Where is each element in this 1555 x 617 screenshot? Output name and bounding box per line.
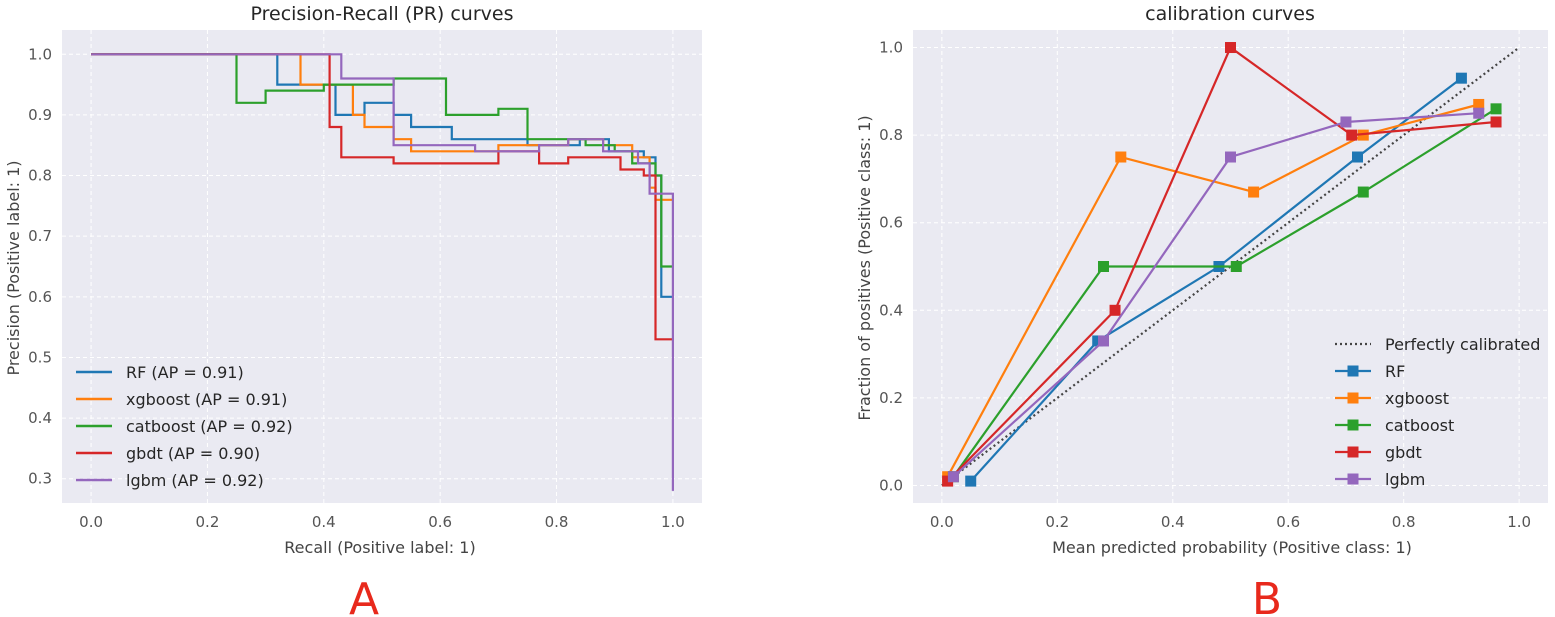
panel-label-b: B (1252, 574, 1282, 617)
pr-series (91, 53, 675, 491)
pr-line-RF (91, 53, 673, 298)
calibration-x-tick-label: 0.4 (1161, 513, 1185, 531)
calibration-x-tick-label: 1.0 (1507, 513, 1531, 531)
calibration-marker-catboost (1490, 103, 1502, 115)
calibration-y-tick-label: 0.6 (879, 214, 903, 232)
pr-y-tick-label: 0.6 (28, 288, 52, 306)
pr-y-tick-label: 0.8 (28, 167, 52, 185)
calibration-marker-xgboost (1248, 186, 1260, 198)
pr-y-tick-label: 1.0 (28, 45, 52, 63)
calibration-legend-marker-catboost (1347, 419, 1359, 431)
calibration-legend-label-catboost: catboost (1385, 416, 1454, 435)
calibration-x-axis-label: Mean predicted probability (Positive cla… (1052, 538, 1412, 557)
pr-plot-area (62, 30, 702, 503)
pr-legend-label-lgbm: lgbm (AP = 0.92) (126, 471, 264, 490)
calibration-legend-marker-xgboost (1347, 392, 1359, 404)
pr-y-tick-label: 0.7 (28, 227, 52, 245)
calibration-chart-title: calibration curves (1145, 3, 1315, 25)
pr-legend-label-xgboost: xgboost (AP = 0.91) (126, 390, 287, 409)
calibration-marker-lgbm (1340, 116, 1352, 128)
calibration-marker-lgbm (1225, 151, 1236, 163)
calibration-x-tick-label: 0.6 (1276, 513, 1300, 531)
calibration-legend-marker-lgbm (1347, 473, 1359, 485)
pr-tick-labels: 0.0 0.2 0.4 0.6 0.8 1.0 0.3 0.4 0.5 0.6 0.7 0.8 0.9 1… (28, 45, 685, 531)
calibration-legend-label-xgboost: xgboost (1385, 389, 1449, 408)
calibration-x-tick-label: 0.8 (1392, 513, 1416, 531)
calibration-marker-catboost (1357, 186, 1369, 198)
pr-x-tick-label: 0.2 (196, 513, 220, 531)
calibration-legend-marker-RF (1347, 365, 1359, 377)
calibration-y-tick-label: 0.8 (879, 126, 903, 144)
calibration-curves-chart: 0.0 0.2 0.4 0.6 0.8 1.0 0.0 0.2 0.4 0.6 0.8 1.0 cal… (855, 3, 1548, 557)
pr-y-tick-label: 0.3 (28, 470, 52, 488)
pr-y-tick-label: 0.4 (28, 409, 52, 427)
pr-x-tick-label: 1.0 (661, 513, 685, 531)
calibration-legend-label-lgbm: lgbm (1385, 470, 1425, 489)
calibration-legend-marker-gbdt (1347, 446, 1359, 458)
calibration-y-tick-label: 0.4 (879, 301, 903, 319)
calibration-legend: Perfectly calibrated RF xgboost catboost gbd… (1335, 335, 1540, 489)
calibration-marker-lgbm (1098, 335, 1109, 347)
calibration-marker-xgboost (1473, 98, 1485, 110)
calibration-marker-lgbm (947, 471, 959, 483)
pr-line-lgbm (91, 53, 675, 491)
panel-label-a: A (349, 574, 379, 617)
pr-chart-title: Precision-Recall (PR) curves (250, 3, 513, 25)
calibration-reference (941, 46, 1520, 487)
calibration-marker-catboost (1098, 261, 1109, 272)
calibration-x-tick-label: 0.2 (1045, 513, 1069, 531)
calibration-marker-gbdt (942, 475, 954, 487)
pr-x-axis-label: Recall (Positive label: 1) (284, 538, 475, 557)
pr-y-tick-label: 0.9 (28, 106, 52, 124)
calibration-marker-lgbm (1473, 107, 1485, 119)
calibration-marker-gbdt (1490, 116, 1502, 128)
pr-legend-label-catboost: catboost (AP = 0.92) (126, 417, 293, 436)
calibration-x-tick-label: 0.0 (930, 513, 954, 531)
calibration-marker-gbdt (1225, 42, 1236, 54)
calibration-y-axis-label: Fraction of positives (Positive class: 1… (855, 115, 874, 420)
perfectly-calibrated-line (941, 46, 1520, 487)
pr-y-tick-label: 0.5 (28, 348, 52, 366)
pr-x-tick-label: 0.6 (428, 513, 452, 531)
calibration-marker-gbdt (1346, 129, 1358, 141)
pr-grid (62, 30, 702, 503)
pr-y-axis-label: Precision (Positive label: 1) (4, 160, 23, 375)
pr-x-tick-label: 0.8 (545, 513, 569, 531)
calibration-y-tick-label: 1.0 (879, 39, 903, 57)
calibration-legend-label-gbdt: gbdt (1385, 443, 1422, 462)
calibration-tick-labels: 0.0 0.2 0.4 0.6 0.8 1.0 0.0 0.2 0.4 0.6 0.8 1.0 (879, 39, 1531, 531)
pr-legend-label-gbdt: gbdt (AP = 0.90) (126, 444, 260, 463)
calibration-legend-label-RF: RF (1385, 362, 1405, 381)
calibration-marker-RF (1352, 151, 1363, 163)
calibration-marker-xgboost (1115, 151, 1127, 163)
pr-x-tick-label: 0.4 (312, 513, 336, 531)
pr-line-gbdt (91, 53, 673, 341)
pr-curves-chart: 0.0 0.2 0.4 0.6 0.8 1.0 0.3 0.4 0.5 0.6 0.7 0.8 0.9 1… (4, 3, 702, 557)
calibration-legend-label-perfect: Perfectly calibrated (1385, 335, 1540, 354)
calibration-y-tick-label: 0.0 (879, 476, 903, 494)
pr-legend-label-RF: RF (AP = 0.91) (126, 363, 244, 382)
calibration-series (942, 42, 1502, 487)
calibration-y-tick-label: 0.2 (879, 389, 903, 407)
pr-x-tick-label: 0.0 (79, 513, 103, 531)
pr-legend: RF (AP = 0.91) xgboost (AP = 0.91) catboos… (76, 363, 293, 490)
calibration-marker-gbdt (1109, 304, 1121, 316)
calibration-marker-RF (1092, 335, 1104, 347)
calibration-marker-RF (1455, 72, 1467, 84)
calibration-marker-RF (965, 475, 977, 487)
calibration-marker-catboost (1230, 261, 1242, 272)
pr-line-catboost (91, 53, 673, 268)
